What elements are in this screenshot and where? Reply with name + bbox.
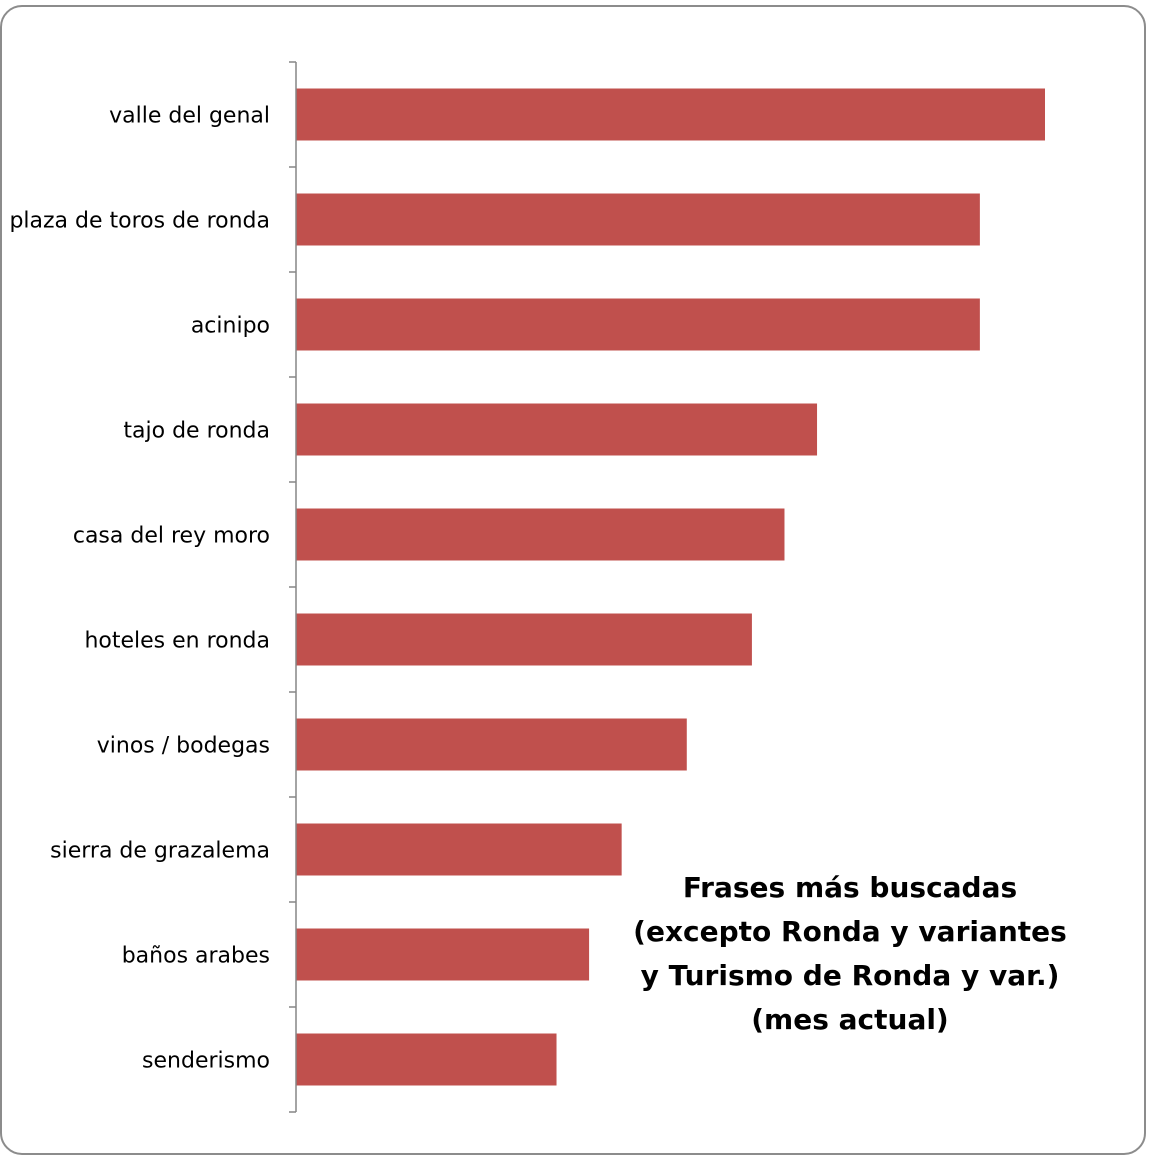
bar-4	[296, 508, 785, 561]
category-label-3: tajo de ronda	[123, 419, 270, 444]
category-label-8: baños arabes	[122, 944, 270, 969]
bar-3	[296, 403, 818, 456]
category-label-1: plaza de toros de ronda	[9, 209, 270, 234]
bar-2	[296, 298, 980, 351]
bar-9	[296, 1033, 557, 1086]
bar-8	[296, 928, 590, 981]
category-label-7: sierra de grazalema	[50, 839, 270, 864]
category-label-0: valle del genal	[109, 104, 270, 129]
chart-title-line-4: (mes actual)	[751, 1003, 949, 1036]
chart-title-line-3: y Turismo de Ronda y var.)	[640, 959, 1060, 992]
bar-group	[296, 88, 1045, 1086]
category-label-6: vinos / bodegas	[97, 734, 270, 759]
bar-6	[296, 718, 687, 771]
chart-title: Frases más buscadas (excepto Ronda y var…	[630, 866, 1070, 1042]
chart-title-line-1: Frases más buscadas	[682, 871, 1018, 904]
category-labels: valle del genal plaza de toros de ronda ac…	[9, 104, 270, 1074]
category-label-4: casa del rey moro	[73, 524, 270, 549]
category-label-2: acinipo	[191, 314, 270, 339]
chart-title-line-2: (excepto Ronda y variantes	[633, 915, 1067, 948]
bar-7	[296, 823, 622, 876]
bar-0	[296, 88, 1045, 141]
category-axis	[289, 61, 297, 1113]
bar-1	[296, 193, 980, 246]
category-label-9: senderismo	[142, 1049, 270, 1074]
category-label-5: hoteles en ronda	[84, 629, 270, 654]
bar-5	[296, 613, 752, 666]
